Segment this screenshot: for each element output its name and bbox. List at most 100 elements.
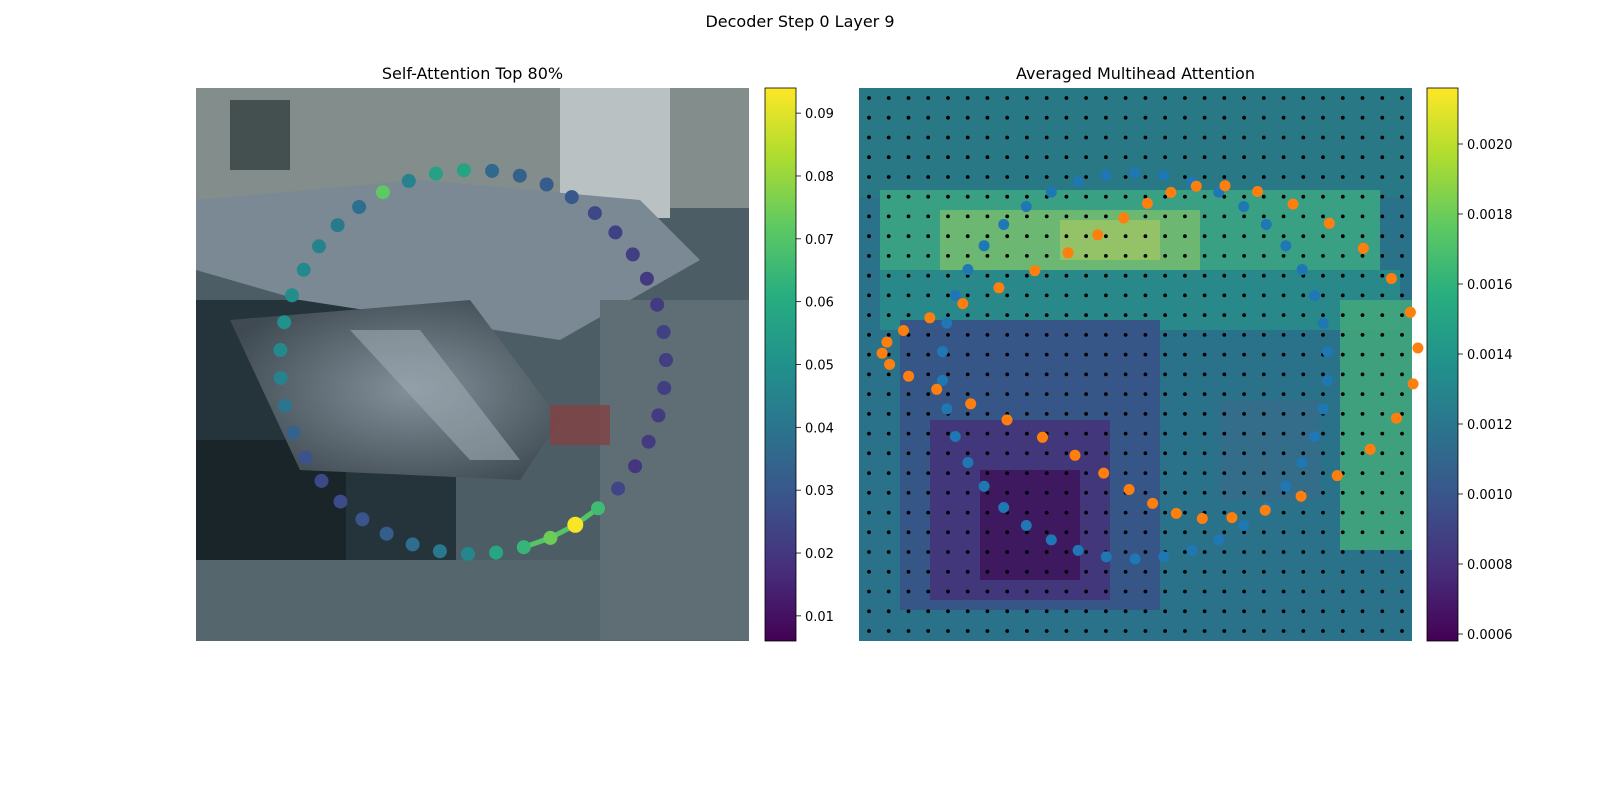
grid-dot [1360, 254, 1365, 258]
grid-dot [946, 550, 950, 554]
grid-dot [1104, 214, 1108, 219]
grid-dot [1242, 234, 1246, 239]
grid-dot [906, 273, 911, 278]
grid-dot [1281, 392, 1286, 396]
grid-dot [1380, 451, 1385, 456]
grid-dot [985, 629, 990, 633]
grid-dot [1143, 451, 1148, 456]
scatter-point [650, 297, 665, 312]
orange-point [1001, 414, 1013, 426]
grid-dot [906, 194, 911, 199]
grid-dot [1400, 135, 1404, 140]
grid-dot [1202, 115, 1207, 120]
grid-dot [1301, 530, 1306, 535]
grid-dot [926, 194, 931, 199]
grid-dot [1400, 412, 1404, 416]
grid-dot [926, 431, 931, 436]
grid-dot [1281, 412, 1286, 416]
grid-dot [1360, 293, 1365, 298]
grid-dot [906, 293, 911, 298]
grid-dot [1281, 609, 1286, 614]
grid-dot [1380, 115, 1385, 120]
grid-dot [926, 392, 931, 396]
grid-dot [1222, 273, 1227, 278]
left-background-image [196, 88, 749, 641]
grid-dot [886, 333, 891, 337]
grid-dot [1202, 530, 1207, 535]
grid-dot [1084, 293, 1088, 298]
grid-dot [1321, 234, 1325, 239]
blue-point [962, 264, 974, 275]
grid-dot [1281, 155, 1286, 160]
grid-dot [1281, 273, 1286, 278]
grid-dot [1163, 273, 1167, 278]
grid-dot [886, 135, 891, 140]
grid-dot [1380, 135, 1385, 140]
grid-dot [1360, 431, 1365, 436]
grid-dot [1025, 392, 1029, 396]
scatter-point [330, 218, 345, 233]
grid-dot [886, 115, 891, 120]
grid-dot [1242, 629, 1246, 633]
grid-dot [867, 490, 871, 495]
grid-dot [1044, 96, 1049, 100]
colorbar-tick-label: 0.07 [805, 233, 834, 248]
grid-dot [1064, 569, 1069, 574]
grid-dot [926, 629, 931, 633]
orange-point [1165, 186, 1177, 198]
grid-dot [1321, 431, 1325, 436]
grid-dot [867, 273, 871, 278]
blue-point [1238, 520, 1250, 531]
grid-dot [1005, 629, 1010, 633]
grid-dot [1163, 155, 1167, 160]
grid-dot [1321, 155, 1325, 160]
grid-dot [926, 609, 931, 614]
grid-dot [1321, 194, 1325, 199]
grid-dot [1005, 471, 1010, 475]
grid-dot [1360, 609, 1365, 614]
scatter-point [432, 544, 447, 559]
grid-dot [886, 510, 891, 515]
grid-dot [1163, 194, 1167, 199]
grid-dot [1261, 569, 1266, 574]
grid-dot [965, 510, 970, 515]
blue-point [1100, 169, 1112, 181]
grid-dot [1044, 629, 1049, 633]
grid-dot [1321, 392, 1325, 396]
grid-dot [886, 392, 891, 396]
grid-dot [1044, 155, 1049, 160]
grid-dot [1064, 490, 1069, 495]
grid-dot [1084, 629, 1088, 633]
grid-dot [1242, 589, 1246, 594]
grid-dot [1163, 313, 1167, 317]
grid-dot [1360, 451, 1365, 456]
grid-dot [1163, 135, 1167, 140]
grid-dot [965, 175, 970, 179]
grid-dot [1380, 530, 1385, 535]
grid-dot [1301, 629, 1306, 633]
grid-dot [946, 629, 950, 633]
grid-dot [1123, 372, 1128, 377]
scatter-point [651, 408, 666, 423]
grid-dot [1143, 333, 1148, 337]
grid-dot [1242, 352, 1246, 357]
grid-dot [1064, 155, 1069, 160]
grid-dot [1242, 273, 1246, 278]
grid-dot [1242, 293, 1246, 298]
left-colorbar-ticks: 0.01 0.02 0.03 0.04 0.05 0.06 0.07 0.08 0.09 [796, 107, 834, 625]
grid-dot [1005, 273, 1010, 278]
grid-dot [1104, 431, 1108, 436]
grid-dot [926, 115, 931, 120]
grid-dot [1321, 510, 1325, 515]
grid-dot [867, 352, 871, 357]
grid-dot [906, 412, 911, 416]
grid-dot [985, 96, 990, 100]
grid-dot [1301, 550, 1306, 554]
grid-dot [946, 490, 950, 495]
grid-dot [946, 372, 950, 377]
scatter-point [375, 185, 390, 200]
grid-dot [1123, 451, 1128, 456]
grid-dot [1261, 352, 1266, 357]
grid-dot [1005, 490, 1010, 495]
grid-dot [886, 471, 891, 475]
